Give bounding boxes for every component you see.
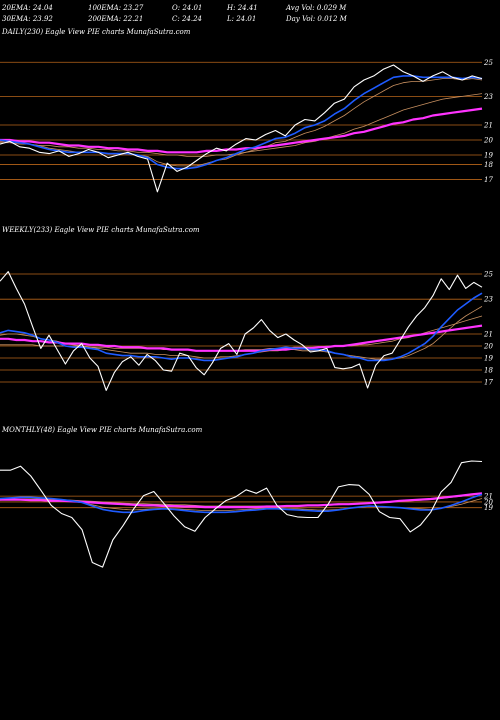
y-tick-label: 23 [483, 296, 493, 304]
header-ema200: 200EMA: 22.21 [88, 15, 144, 23]
header-high: H: 24.41 [227, 4, 258, 12]
y-tick-label: 25 [483, 271, 493, 279]
y-tick-label: 19 [484, 355, 493, 363]
y-tick-label: 20 [483, 498, 493, 506]
y-tick-label: 17 [484, 176, 493, 184]
header-day-vol: Day Vol: 0.012 M [286, 15, 347, 23]
ema200-line [0, 107, 483, 154]
daily-chart-title: DAILY(230) Eagle View PIE charts MunafaS… [2, 28, 191, 36]
header-avg-vol: Avg Vol: 0.029 M [286, 4, 347, 12]
y-tick-label: 20 [483, 137, 493, 145]
y-tick-label: 23 [483, 93, 493, 101]
y-tick-label: 17 [484, 379, 493, 387]
y-tick-label: 21 [483, 331, 493, 339]
price-line [0, 271, 483, 391]
header-open: O: 24.01 [172, 4, 203, 12]
monthly-chart-title: MONTHLY(48) Eagle View PIE charts Munafa… [2, 426, 203, 434]
ema20-line [0, 493, 483, 514]
y-tick-label: 18 [484, 367, 493, 375]
y-tick-label: 19 [484, 152, 493, 160]
weekly-chart-title: WEEKLY(233) Eagle View PIE charts Munafa… [2, 226, 200, 234]
header-ema20: 20EMA: 24.04 [2, 4, 53, 12]
y-tick-label: 20 [483, 343, 493, 351]
y-tick-label: 21 [483, 493, 493, 501]
header-close: C: 24.24 [172, 15, 202, 23]
price-line [0, 64, 483, 193]
header-low: L: 24.01 [227, 15, 257, 23]
header-ema30: 30EMA: 23.92 [2, 15, 53, 23]
y-tick-label: 25 [483, 59, 493, 67]
ema20-line [0, 75, 483, 170]
header-ema100: 100EMA: 23.27 [88, 4, 144, 12]
ema20-line [0, 292, 483, 362]
y-tick-label: 21 [483, 122, 493, 130]
ema100-line [0, 93, 483, 157]
y-tick-label: 18 [484, 161, 493, 169]
y-tick-label: 19 [484, 504, 493, 512]
weekly-chart: 25 23 21 20 19 18 17 [0, 271, 493, 391]
price-line [0, 460, 483, 568]
